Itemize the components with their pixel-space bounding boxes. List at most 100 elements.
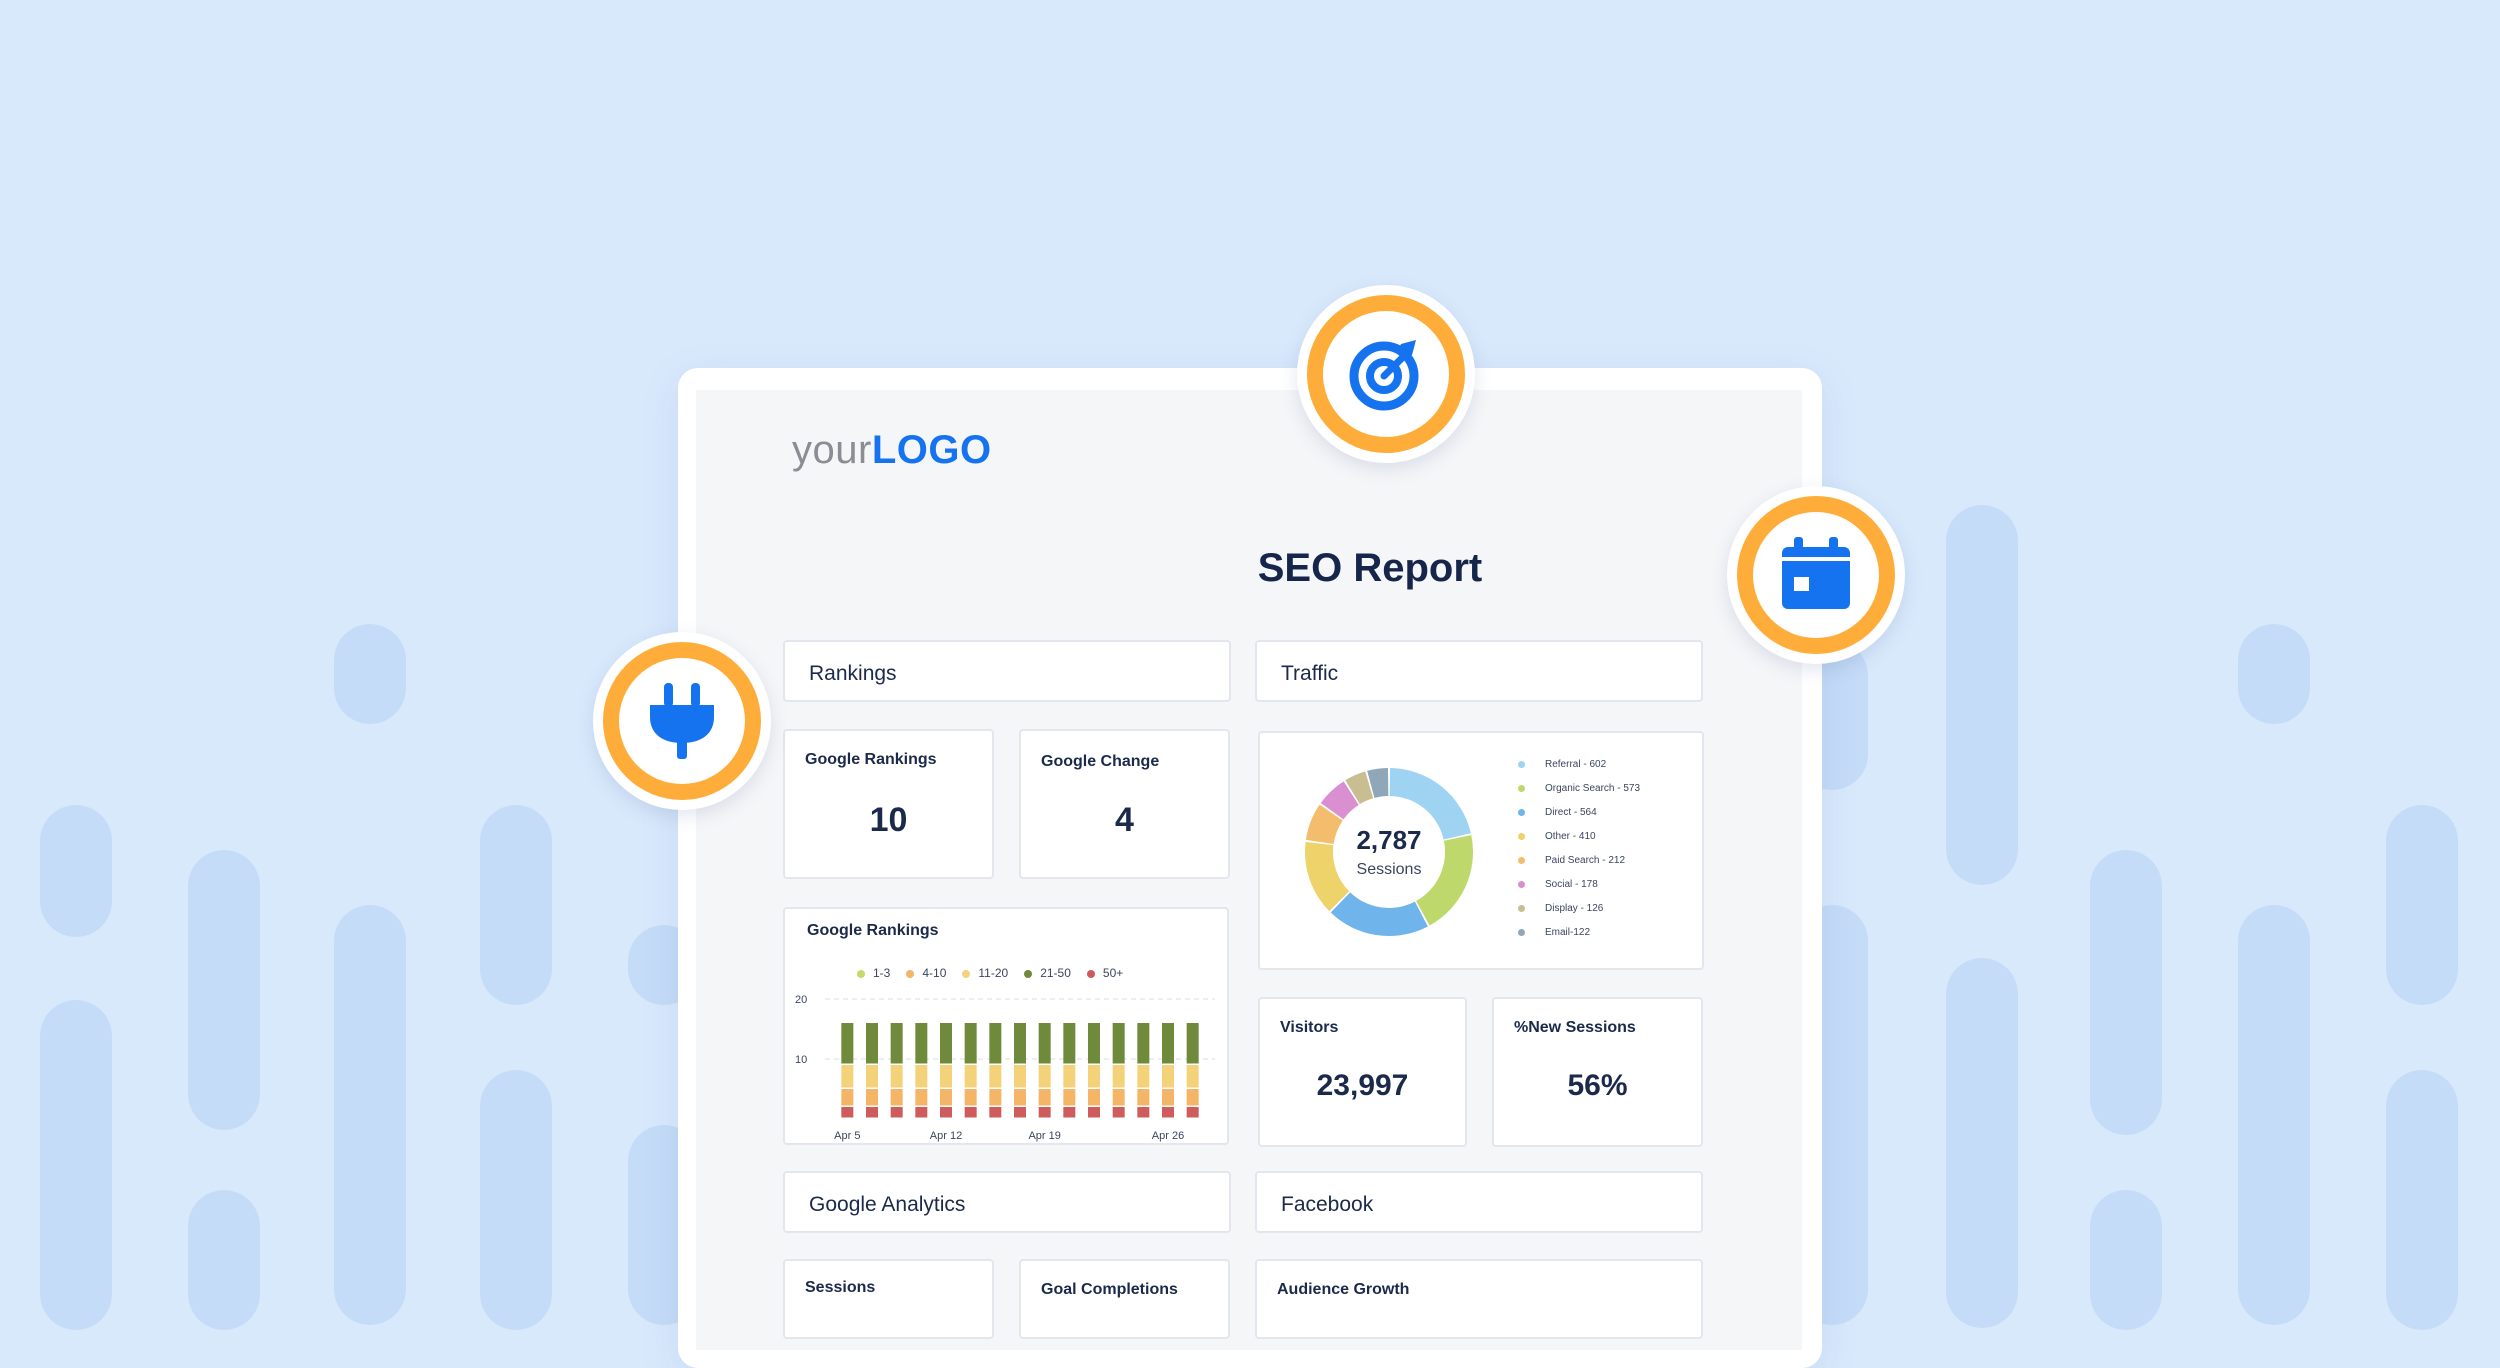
legend-label: Other - 410: [1545, 831, 1596, 842]
bar-segment: [1112, 1089, 1125, 1106]
plug-badge: [593, 632, 771, 810]
bar-segment: [915, 1065, 928, 1088]
bar-segment: [1088, 1107, 1100, 1118]
bar-segment: [989, 1065, 1002, 1088]
metric-google-change: Google Change 4: [1019, 729, 1230, 879]
legend-label: 21-50: [1040, 966, 1071, 980]
donut-slice: [1367, 768, 1389, 798]
donut-center-label: Sessions: [1356, 861, 1422, 878]
bar-segment: [866, 1023, 878, 1064]
bar-segment: [1014, 1089, 1026, 1106]
legend-swatch: [1518, 904, 1525, 912]
donut-slice: [1305, 841, 1350, 912]
bar-segment: [964, 1023, 977, 1064]
section-title: Rankings: [809, 662, 897, 685]
legend-label: Referral - 602: [1545, 759, 1607, 770]
bar-segment: [940, 1023, 952, 1064]
bar-segment: [940, 1107, 952, 1118]
donut-center-value: 2,787: [1356, 825, 1422, 855]
bar-segment: [1038, 1065, 1051, 1088]
donut-legend-item: Display - 126: [1518, 903, 1640, 927]
bar-segment: [1088, 1089, 1100, 1106]
bar-segment: [1186, 1065, 1199, 1088]
bar-segment: [1014, 1023, 1026, 1064]
bar-segment: [841, 1065, 854, 1088]
x-tick-label: Apr 5: [834, 1130, 860, 1142]
company-logo: yourLOGO: [792, 428, 992, 472]
bar-segment: [866, 1065, 878, 1088]
bar-segment: [1112, 1065, 1125, 1088]
legend-swatch: [1024, 969, 1033, 978]
target-arrow-icon: [1349, 340, 1419, 411]
traffic-donut-card: 2,787 Sessions Referral - 602 Organic Sea…: [1258, 731, 1704, 970]
donut-slice: [1416, 835, 1473, 926]
bar-segment: [964, 1065, 977, 1088]
metric-value: 4: [1115, 801, 1134, 839]
metric-sessions: Sessions: [783, 1259, 994, 1339]
y-tick-label: 10: [795, 1054, 807, 1066]
legend-swatch: [1518, 928, 1525, 936]
bar-segment: [1137, 1023, 1150, 1064]
legend-label: 11-20: [978, 966, 1009, 980]
bar-segment: [1038, 1023, 1051, 1064]
metric-audience-growth: Audience Growth: [1255, 1259, 1703, 1339]
legend-label: Social - 178: [1545, 879, 1598, 890]
legend-label: Email-122: [1545, 927, 1591, 938]
donut-legend-item: Referral - 602: [1518, 759, 1640, 783]
metric-goal-completions: Goal Completions: [1019, 1259, 1230, 1339]
legend-swatch: [906, 969, 915, 978]
bar-segment: [1186, 1023, 1199, 1064]
bar-segment: [1063, 1065, 1076, 1088]
metric-label: Visitors: [1280, 1019, 1339, 1036]
legend-label: Organic Search - 573: [1545, 783, 1641, 794]
plug-icon: [650, 683, 714, 759]
google-rankings-bar-chart: 20 10 Apr 5 Apr 12 Apr 19 Apr 26: [795, 994, 1215, 1142]
bar-segment: [890, 1023, 903, 1064]
bar-segment: [989, 1089, 1002, 1106]
section-rankings: Rankings: [783, 640, 1231, 702]
bar-segment: [841, 1107, 854, 1118]
bar-segment: [1137, 1065, 1150, 1088]
legend-label: 1-3: [873, 966, 891, 980]
bar-segment: [1112, 1107, 1125, 1118]
bar-segment: [866, 1107, 878, 1118]
target-badge: [1297, 285, 1475, 463]
metric-label: Goal Completions: [1041, 1281, 1178, 1298]
section-google-analytics: Google Analytics: [783, 1171, 1231, 1233]
bar-segment: [1088, 1065, 1100, 1088]
metric-label: Audience Growth: [1277, 1281, 1410, 1298]
chart-legend: 1-3 4-10 11-20 21-50 50+: [857, 966, 1139, 980]
x-tick-label: Apr 12: [930, 1130, 962, 1142]
donut-legend-item: Organic Search - 573: [1518, 783, 1640, 807]
bar-segment: [866, 1089, 878, 1106]
legend-label: 4-10: [922, 966, 947, 980]
bar-segment: [1162, 1023, 1174, 1064]
metric-visitors: Visitors 23,997: [1258, 997, 1467, 1147]
bar-segment: [964, 1089, 977, 1106]
bar-segment: [964, 1107, 977, 1118]
x-tick-label: Apr 19: [1028, 1130, 1060, 1142]
bar-segment: [890, 1107, 903, 1118]
bar-segment: [1088, 1023, 1100, 1064]
bar-segment: [890, 1065, 903, 1088]
donut-slice: [1330, 892, 1428, 936]
legend-item: 4-10: [906, 966, 946, 980]
y-tick-label: 20: [795, 994, 807, 1006]
bar-segment: [1063, 1023, 1076, 1064]
bar-segment: [989, 1107, 1002, 1118]
bar-segment: [1038, 1089, 1051, 1106]
metric-value: 56%: [1567, 1069, 1628, 1102]
bar-segment: [841, 1089, 854, 1106]
donut-slice: [1320, 781, 1359, 820]
bar-segment: [989, 1023, 1002, 1064]
section-title: Google Analytics: [809, 1193, 966, 1216]
report-title: SEO Report: [1257, 546, 1483, 590]
donut-slice: [1389, 768, 1471, 840]
bar-segment: [1162, 1065, 1174, 1088]
donut-legend-item: Social - 178: [1518, 879, 1640, 903]
legend-swatch: [1518, 880, 1525, 888]
legend-swatch: [1518, 784, 1525, 792]
legend-swatch: [962, 969, 971, 978]
bar-segment: [1186, 1107, 1199, 1118]
metric-value: 23,997: [1316, 1069, 1409, 1102]
